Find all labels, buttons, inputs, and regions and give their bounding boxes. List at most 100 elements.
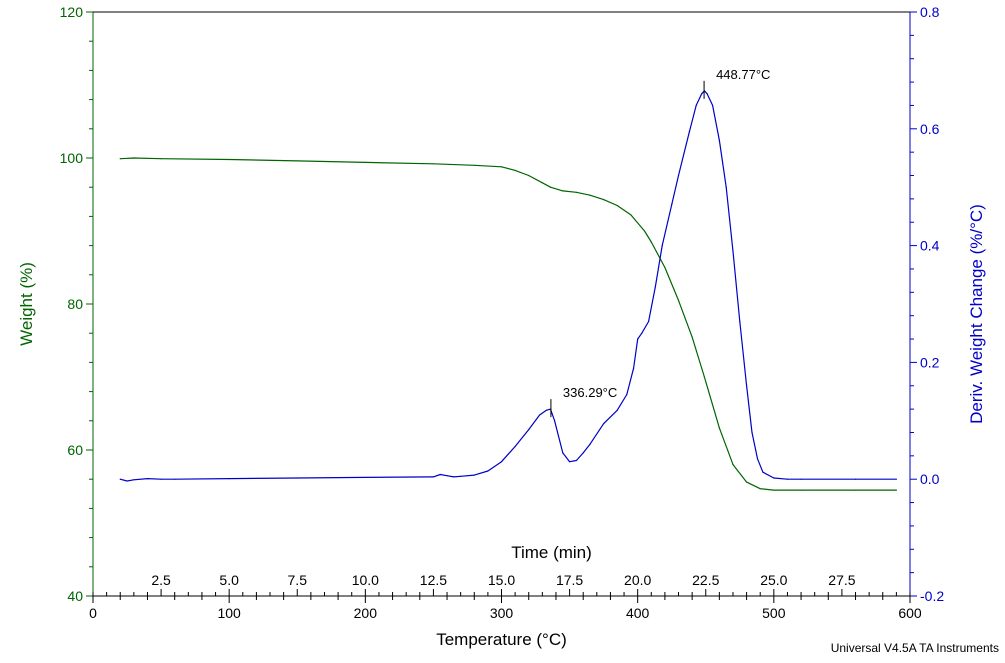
data-point xyxy=(296,477,298,479)
annotation-group: 336.29°C 448.77°C xyxy=(550,67,770,418)
time-tick-label: 2.5 xyxy=(151,572,171,588)
x-tick-label: 0 xyxy=(89,605,97,621)
data-point xyxy=(364,161,366,163)
left-tick-label: 100 xyxy=(60,150,84,166)
time-tick-label: 5.0 xyxy=(219,572,239,588)
right-tick-label: 0.6 xyxy=(920,121,940,137)
data-point xyxy=(800,478,802,480)
data-point xyxy=(296,160,298,162)
data-point xyxy=(582,452,584,454)
data-point xyxy=(174,478,176,480)
data-point xyxy=(554,420,556,422)
data-point xyxy=(647,320,650,323)
data-point xyxy=(473,164,475,166)
time-axis: 2.5 5.0 7.5 10.0 12.5 15.0 17.5 20.0 22.5 25.0 27.… xyxy=(92,543,911,596)
time-tick-label: 22.5 xyxy=(692,572,719,588)
data-point xyxy=(589,194,591,196)
data-point xyxy=(718,139,720,142)
data-point xyxy=(732,464,734,466)
right-tick-label: 0.8 xyxy=(920,4,940,20)
data-point xyxy=(725,186,727,188)
data-point xyxy=(487,470,489,472)
data-point xyxy=(616,409,618,411)
time-tick-label: 12.5 xyxy=(420,572,447,588)
time-tick-label: 20.0 xyxy=(624,572,651,588)
data-point xyxy=(575,459,577,462)
data-point xyxy=(133,479,135,481)
data-point xyxy=(664,266,666,269)
data-point xyxy=(637,338,639,340)
data-point xyxy=(545,409,548,411)
data-point xyxy=(500,166,503,168)
data-point xyxy=(706,93,708,95)
deriv-curve xyxy=(120,90,897,482)
data-point xyxy=(677,174,680,177)
peak-label: 448.77°C xyxy=(716,67,770,82)
data-point xyxy=(643,230,646,232)
data-point xyxy=(703,376,705,378)
x-tick-label: 400 xyxy=(626,605,650,621)
peak-label: 336.29°C xyxy=(563,385,617,400)
data-point xyxy=(562,452,564,454)
data-point xyxy=(701,93,703,95)
data-point xyxy=(453,476,455,478)
x-tick-label: 600 xyxy=(898,605,922,621)
time-tick-label: 27.5 xyxy=(828,572,855,588)
x-tick-label: 100 xyxy=(217,605,241,621)
data-point xyxy=(895,489,897,491)
data-point xyxy=(549,186,552,188)
data-point xyxy=(786,478,789,480)
time-tick-label: 15.0 xyxy=(488,572,515,588)
weight-curve xyxy=(120,157,897,491)
data-point xyxy=(630,214,632,216)
data-point xyxy=(500,461,503,463)
data-point xyxy=(756,458,759,460)
series-group xyxy=(119,90,897,491)
data-point xyxy=(562,190,564,192)
x-tick-label: 500 xyxy=(762,605,786,621)
data-point xyxy=(528,428,530,431)
x-tick-label: 300 xyxy=(490,605,514,621)
data-point xyxy=(718,427,720,429)
data-point xyxy=(626,393,628,396)
left-tick-label: 60 xyxy=(67,442,83,458)
weight-series xyxy=(119,157,897,491)
data-point xyxy=(711,104,714,107)
data-point xyxy=(773,477,775,479)
data-point xyxy=(695,104,697,107)
x-axis: 0 100 200 300 400 500 600 xyxy=(89,596,922,621)
data-point xyxy=(746,481,748,483)
data-point xyxy=(528,174,530,177)
axis-titles: Temperature (°C) Weight (%) Deriv. Weight … xyxy=(17,204,986,649)
data-point xyxy=(773,489,775,491)
left-tick-label: 120 xyxy=(60,4,84,20)
x-axis-title: Temperature (°C) xyxy=(436,630,567,649)
left-tick-label: 80 xyxy=(67,296,83,312)
data-point xyxy=(146,478,149,480)
data-point xyxy=(133,157,135,159)
right-y-axis: -0.2 0.0 0.2 0.4 0.6 0.8 xyxy=(910,4,944,604)
x-tick-label: 200 xyxy=(354,605,378,621)
data-point xyxy=(460,475,462,477)
data-point xyxy=(691,336,693,338)
right-tick-label: -0.2 xyxy=(920,588,944,604)
left-tick-label: 40 xyxy=(67,588,83,604)
data-point xyxy=(616,204,618,207)
data-point xyxy=(854,489,857,491)
data-point xyxy=(126,480,128,482)
time-tick-label: 7.5 xyxy=(288,572,308,588)
data-point xyxy=(575,191,577,193)
instrument-footer: Universal V4.5A TA Instruments xyxy=(830,641,999,655)
data-point xyxy=(514,445,516,448)
data-point xyxy=(589,443,591,445)
data-point xyxy=(632,367,635,369)
data-point xyxy=(671,204,673,206)
right-tick-label: 0.0 xyxy=(920,471,940,487)
data-point xyxy=(800,489,802,491)
data-point xyxy=(641,332,643,334)
data-point xyxy=(751,431,753,434)
data-point xyxy=(650,241,652,243)
data-point xyxy=(603,199,605,201)
time-tick-label: 25.0 xyxy=(760,572,787,588)
